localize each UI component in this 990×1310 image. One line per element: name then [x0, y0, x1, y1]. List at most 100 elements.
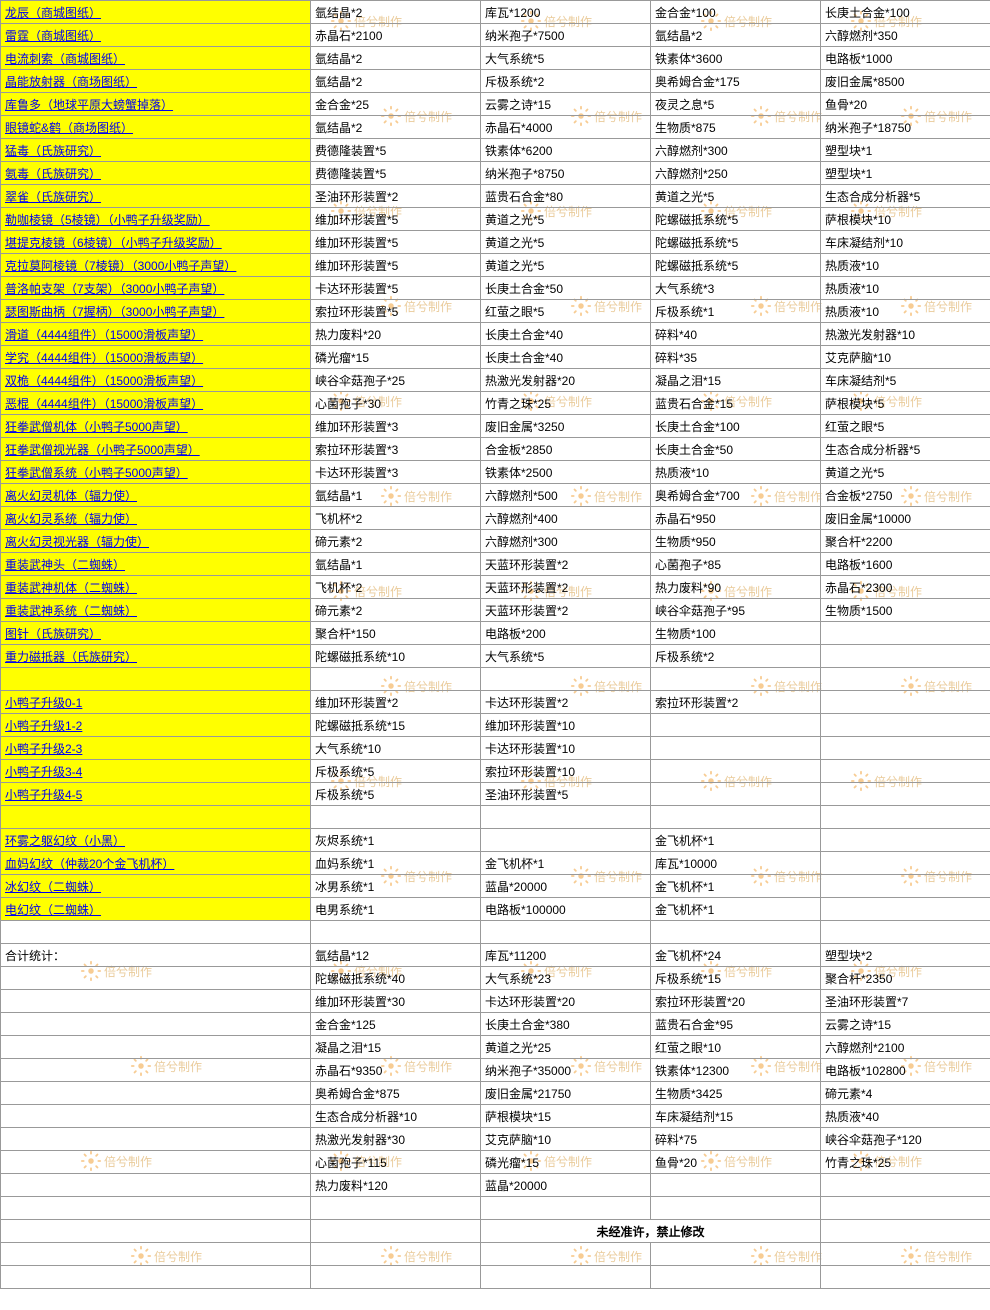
- material-cell: 废旧金属*10000: [821, 507, 990, 530]
- item-name[interactable]: 龙辰（商城图纸）: [1, 1, 311, 24]
- material-cell: [481, 668, 651, 691]
- item-name[interactable]: 瑟图斯曲柄（7握柄）（3000小鸭子声望）: [1, 300, 311, 323]
- summary-cell: 六醇燃剂*2100: [821, 1036, 990, 1059]
- material-cell: 鱼骨*20: [821, 93, 990, 116]
- material-cell: 纳米孢子*8750: [481, 162, 651, 185]
- item-name[interactable]: 离火幻灵视光器（辐力使）: [1, 530, 311, 553]
- summary-cell: 艾克萨脑*10: [481, 1128, 651, 1151]
- item-name[interactable]: 普洛帕支架（7支架）（3000小鸭子声望）: [1, 277, 311, 300]
- item-name[interactable]: 氨毒（氏族研究）: [1, 162, 311, 185]
- material-cell: 铁素体*2500: [481, 461, 651, 484]
- material-cell: 长庚土合金*100: [821, 1, 990, 24]
- material-cell: 灰烬系统*1: [311, 829, 481, 852]
- material-cell: 卡达环形装置*2: [481, 691, 651, 714]
- item-name[interactable]: 小鸭子升级1-2: [1, 714, 311, 737]
- item-name[interactable]: 小鸭子升级2-3: [1, 737, 311, 760]
- item-name[interactable]: 猛毒（氏族研究）: [1, 139, 311, 162]
- material-cell: 圣油环形装置*2: [311, 185, 481, 208]
- material-cell: 血妈系统*1: [311, 852, 481, 875]
- item-name[interactable]: 雷霆（商城图纸）: [1, 24, 311, 47]
- item-name[interactable]: 眼镜蛇&鹤（商场图纸）: [1, 116, 311, 139]
- material-cell: 六醇燃剂*250: [651, 162, 821, 185]
- table-row: 普洛帕支架（7支架）（3000小鸭子声望）卡达环形装置*5长庚土合金*50大气系…: [1, 277, 990, 300]
- material-cell: 热力废料*20: [311, 323, 481, 346]
- material-cell: 萨根模块*10: [821, 208, 990, 231]
- item-name[interactable]: 离火幻灵系统（辐力使）: [1, 507, 311, 530]
- item-name[interactable]: 狂拳武僧机体（小鸭子5000声望）: [1, 415, 311, 438]
- summary-cell: 氩结晶*12: [311, 944, 481, 967]
- material-cell: 氩结晶*1: [311, 484, 481, 507]
- table-row: 离火幻灵视光器（辐力使）碲元素*2六醇燃剂*300生物质*950聚合杆*2200: [1, 530, 990, 553]
- item-name[interactable]: 小鸭子升级3-4: [1, 760, 311, 783]
- material-cell: 圣油环形装置*5: [481, 783, 651, 806]
- material-cell: 长庚土合金*50: [651, 438, 821, 461]
- item-name[interactable]: 勒咖棱镜（5棱镜）（小鸭子升级奖励）: [1, 208, 311, 231]
- summary-cell: 峡谷伞菇孢子*120: [821, 1128, 990, 1151]
- material-cell: 车床凝结剂*5: [821, 369, 990, 392]
- summary-cell: 红萤之眼*10: [651, 1036, 821, 1059]
- material-cell: 峡谷伞菇孢子*25: [311, 369, 481, 392]
- table-row: 小鸭子升级3-4斥极系统*5索拉环形装置*10: [1, 760, 990, 783]
- item-name[interactable]: 狂拳武僧系统（小鸭子5000声望）: [1, 461, 311, 484]
- item-name[interactable]: 离火幻灵机体（辐力使）: [1, 484, 311, 507]
- material-cell: 金飞机杯*1: [481, 852, 651, 875]
- item-name[interactable]: 冰幻纹（二蜘蛛）: [1, 875, 311, 898]
- item-name[interactable]: 克拉莫阿棱镜（7棱镜）（3000小鸭子声望）: [1, 254, 311, 277]
- empty-cell: [1, 1128, 311, 1151]
- item-name[interactable]: 学究（4444组件）（15000滑板声望）: [1, 346, 311, 369]
- material-cell: 车床凝结剂*10: [821, 231, 990, 254]
- item-name[interactable]: 晶能放射器（商场图纸）: [1, 70, 311, 93]
- item-name[interactable]: 堪提克棱镜（6棱镜）（小鸭子升级奖励）: [1, 231, 311, 254]
- item-name[interactable]: 图针（氏族研究）: [1, 622, 311, 645]
- footer-note: 未经准许，禁止修改: [481, 1220, 821, 1243]
- item-name[interactable]: 重装武神头（二蜘蛛）: [1, 553, 311, 576]
- item-name[interactable]: 滑道（4444组件）（15000滑板声望）: [1, 323, 311, 346]
- empty-cell: [1, 1151, 311, 1174]
- item-name[interactable]: 电流刺索（商城图纸）: [1, 47, 311, 70]
- empty-cell: [311, 1266, 481, 1289]
- material-cell: 大气系统*5: [481, 47, 651, 70]
- material-cell: 合金板*2850: [481, 438, 651, 461]
- table-row: 氨毒（氏族研究）费德隆装置*5纳米孢子*8750六醇燃剂*250塑型块*1: [1, 162, 990, 185]
- material-cell: 金合金*100: [651, 1, 821, 24]
- material-cell: 卡达环形装置*10: [481, 737, 651, 760]
- item-name[interactable]: 恶棍（4444组件）（15000滑板声望）: [1, 392, 311, 415]
- summary-row: 合计统计：氩结晶*12库瓦*11200金飞机杯*24塑型块*2: [1, 944, 990, 967]
- item-name[interactable]: 小鸭子升级4-5: [1, 783, 311, 806]
- item-name[interactable]: 电幻纹（二蜘蛛）: [1, 898, 311, 921]
- item-name[interactable]: 双桅（4444组件）（15000滑板声望）: [1, 369, 311, 392]
- summary-cell: 蓝贵石合金*95: [651, 1013, 821, 1036]
- table-row: 堪提克棱镜（6棱镜）（小鸭子升级奖励）维加环形装置*5黄道之光*5陀螺磁抵系统*…: [1, 231, 990, 254]
- empty-cell: [821, 1266, 990, 1289]
- material-cell: 云雾之诗*15: [481, 93, 651, 116]
- empty-cell: [481, 1266, 651, 1289]
- item-name[interactable]: 血妈幻纹（仲裁20个金飞机杯）: [1, 852, 311, 875]
- item-name[interactable]: 重装武神系统（二蜘蛛）: [1, 599, 311, 622]
- item-name[interactable]: 重力磁抵器（氏族研究）: [1, 645, 311, 668]
- item-name[interactable]: 翠雀（氏族研究）: [1, 185, 311, 208]
- table-row: 雷霆（商城图纸）赤晶石*2100纳米孢子*7500氩结晶*2六醇燃剂*350: [1, 24, 990, 47]
- summary-cell: 卡达环形装置*20: [481, 990, 651, 1013]
- material-cell: 氩结晶*2: [651, 24, 821, 47]
- empty-cell: [481, 921, 651, 944]
- material-cell: 热激光发射器*10: [821, 323, 990, 346]
- table-row: 克拉莫阿棱镜（7棱镜）（3000小鸭子声望）维加环形装置*5黄道之光*5陀螺磁抵…: [1, 254, 990, 277]
- item-name[interactable]: 环雾之躯幻纹（小黑）: [1, 829, 311, 852]
- empty-cell: [821, 921, 990, 944]
- empty-cell: [1, 1197, 311, 1220]
- item-name[interactable]: 狂拳武僧视光器（小鸭子5000声望）: [1, 438, 311, 461]
- material-cell: 库瓦*10000: [651, 852, 821, 875]
- material-cell: 费德隆装置*5: [311, 139, 481, 162]
- table-row: 小鸭子升级1-2陀螺磁抵系统*15维加环形装置*10: [1, 714, 990, 737]
- item-name: [1, 806, 311, 829]
- material-cell: 蓝晶*20000: [481, 875, 651, 898]
- item-name[interactable]: 库鲁多（地球平原大螃蟹掉落）: [1, 93, 311, 116]
- summary-row: 热力废料*120蓝晶*20000: [1, 1174, 990, 1197]
- material-cell: [651, 714, 821, 737]
- item-name[interactable]: 小鸭子升级0-1: [1, 691, 311, 714]
- material-cell: [651, 760, 821, 783]
- material-cell: 生物质*100: [651, 622, 821, 645]
- material-cell: [821, 829, 990, 852]
- item-name[interactable]: 重装武神机体（二蜘蛛）: [1, 576, 311, 599]
- material-cell: 萨根模块*5: [821, 392, 990, 415]
